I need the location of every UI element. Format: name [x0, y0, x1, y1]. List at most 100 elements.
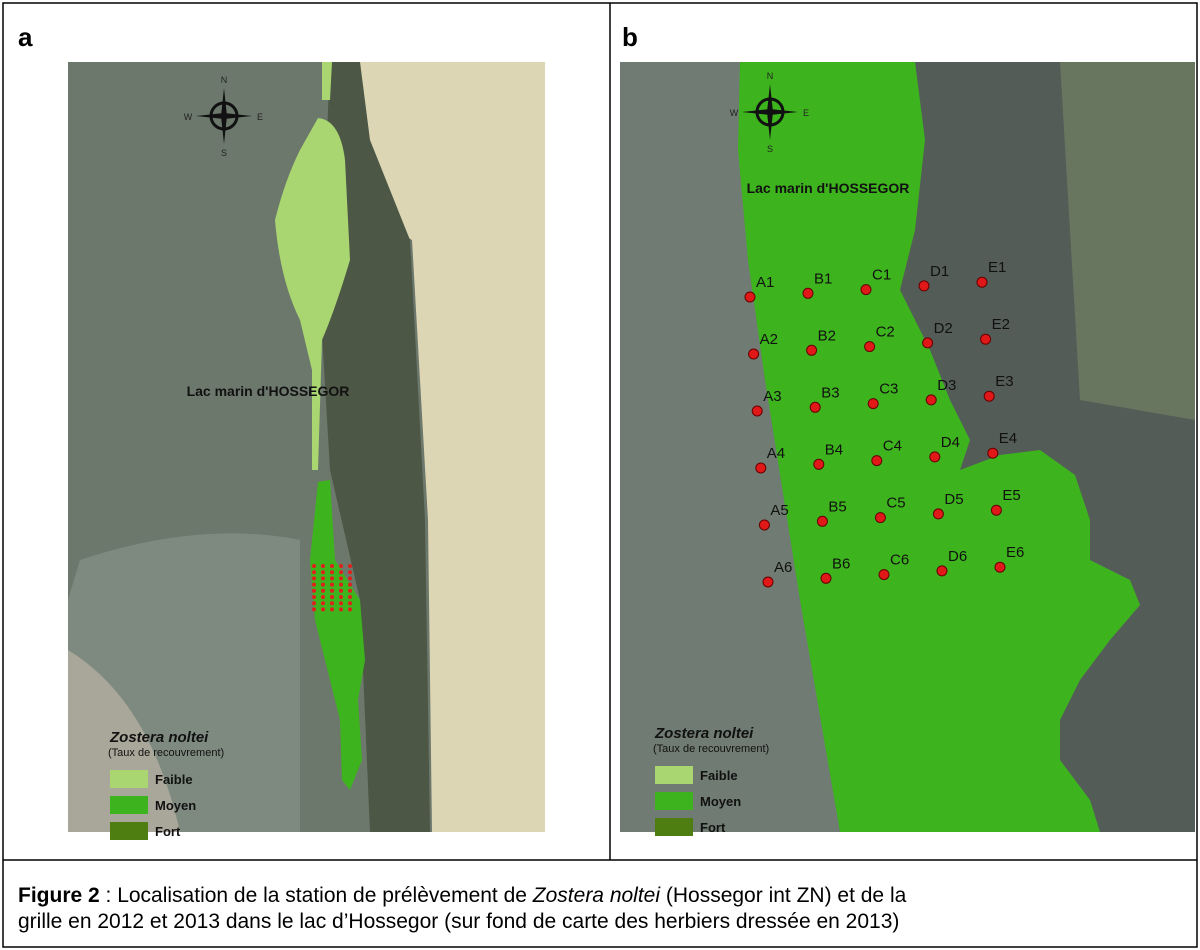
caption-text: : Localisation de la station de prélèvem… [100, 884, 533, 907]
station-label: E2 [992, 316, 1010, 333]
grid-dot [321, 564, 325, 568]
station [752, 406, 762, 416]
grid-dot [312, 607, 316, 611]
station [988, 448, 998, 458]
map-a [68, 62, 545, 832]
grid-dot [330, 583, 334, 587]
grid-dot [321, 570, 325, 574]
compass-label: E [803, 108, 809, 118]
legend-label: Faible [700, 768, 738, 783]
grid-dot [321, 576, 325, 580]
grid-dot [339, 607, 343, 611]
station-label: C6 [890, 552, 909, 569]
legend-label: Fort [155, 824, 181, 839]
caption-text: (Hossegor int ZN) et de la [660, 884, 907, 907]
station [926, 395, 936, 405]
station-label: B4 [825, 441, 843, 458]
grid-dot [348, 601, 352, 605]
station [872, 456, 882, 466]
grid-dot [348, 583, 352, 587]
legend-label: Moyen [155, 798, 196, 813]
station [879, 570, 889, 580]
station-label: A6 [774, 559, 792, 576]
station [933, 509, 943, 519]
station-label: C2 [876, 324, 895, 341]
grid-dot [312, 601, 316, 605]
figure: Figure 2 : Localisation de la station de… [0, 0, 1200, 950]
grid-dot [312, 589, 316, 593]
legend-swatch [110, 822, 148, 840]
station [930, 452, 940, 462]
grid-dot [312, 570, 316, 574]
station-label: E5 [1002, 487, 1020, 504]
grid-dot [348, 570, 352, 574]
station [991, 505, 1001, 515]
panel-label: a [18, 22, 33, 52]
station-label: C5 [886, 495, 905, 512]
station-label: D4 [941, 434, 960, 451]
station-label: A5 [770, 502, 788, 519]
station-label: E6 [1006, 544, 1024, 561]
grid-dot [312, 595, 316, 599]
caption-line: Figure 2 : Localisation de la station de… [18, 884, 907, 907]
station [868, 399, 878, 409]
place-label: Lac marin d'HOSSEGOR [187, 383, 350, 399]
station-label: D6 [948, 548, 967, 565]
grid-dot [321, 595, 325, 599]
station-label: D5 [944, 491, 963, 508]
legend-title: Zostera noltei [654, 725, 754, 742]
compass-label: N [221, 75, 228, 85]
station-label: D2 [934, 320, 953, 337]
station [937, 566, 947, 576]
grid-dot [312, 583, 316, 587]
station-label: A2 [760, 331, 778, 348]
place-label: Lac marin d'HOSSEGOR [747, 180, 910, 196]
station [821, 573, 831, 583]
station [923, 338, 933, 348]
grid-dot [330, 570, 334, 574]
caption-line: grille en 2012 et 2013 dans le lac d’Hos… [18, 910, 899, 933]
grid-dot [339, 589, 343, 593]
station [995, 562, 1005, 572]
grid-dot [330, 607, 334, 611]
station [749, 349, 759, 359]
station [814, 459, 824, 469]
grid-dot [330, 601, 334, 605]
legend-swatch [655, 766, 693, 784]
grid-dot [339, 583, 343, 587]
station-label: C4 [883, 438, 902, 455]
grid-dot [339, 570, 343, 574]
legend-label: Moyen [700, 794, 741, 809]
grid-dot [321, 601, 325, 605]
caption-species: Zostera noltei [532, 884, 662, 907]
station-label: A3 [763, 388, 781, 405]
compass-label: S [221, 148, 227, 158]
legend-label: Fort [700, 820, 726, 835]
caption-figure: Figure 2 [18, 884, 100, 907]
legend-subtitle: (Taux de recouvrement) [653, 743, 769, 755]
station-label: C3 [879, 381, 898, 398]
station-label: B5 [828, 498, 846, 515]
legend-subtitle: (Taux de recouvrement) [108, 747, 224, 759]
station-label: D1 [930, 263, 949, 280]
station [981, 334, 991, 344]
station [861, 285, 871, 295]
station [817, 516, 827, 526]
station-label: B2 [818, 327, 836, 344]
compass-label: E [257, 112, 263, 122]
grid-dot [348, 607, 352, 611]
station [865, 342, 875, 352]
station-label: A1 [756, 274, 774, 291]
legend-swatch [655, 818, 693, 836]
station [984, 391, 994, 401]
legend-label: Faible [155, 772, 193, 787]
station [977, 277, 987, 287]
station-label: B1 [814, 270, 832, 287]
grid-dot [330, 595, 334, 599]
grid-dot [330, 576, 334, 580]
station [810, 402, 820, 412]
station [745, 292, 755, 302]
legend-swatch [110, 796, 148, 814]
compass-label: N [767, 71, 774, 81]
grid-dot [330, 589, 334, 593]
